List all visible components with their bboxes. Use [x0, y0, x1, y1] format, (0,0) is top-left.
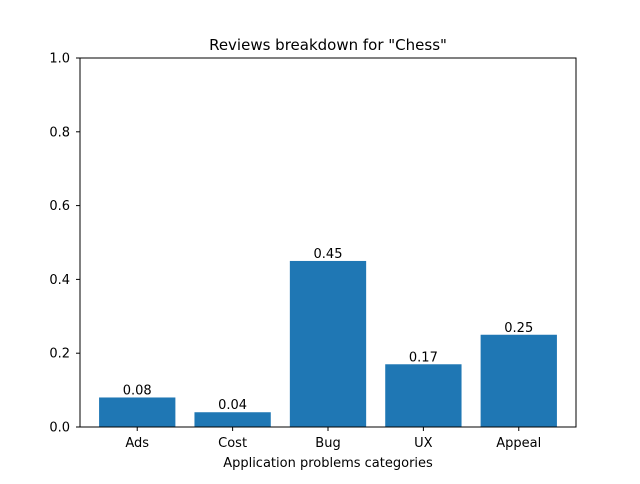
data-label-cost: 0.04	[218, 398, 247, 413]
bar-cost	[194, 412, 271, 427]
x-tick-label-ux: UX	[414, 436, 433, 451]
y-axis: 0.0 0.2 0.4 0.6 0.8 1.0	[49, 52, 80, 436]
bar-appeal	[480, 334, 557, 427]
data-label-ads: 0.08	[123, 383, 152, 398]
x-tick-label-bug: Bug	[315, 436, 340, 451]
x-tick-label-cost: Cost	[218, 436, 247, 451]
bar-bug	[289, 260, 367, 427]
chart-title: Reviews breakdown for "Chess"	[209, 36, 447, 54]
data-labels-layer: 0.08 0.04 0.45 0.17 0.25	[123, 247, 533, 413]
x-tick-label-appeal: Appeal	[496, 436, 541, 451]
x-axis: Ads Cost Bug UX Appeal	[125, 427, 541, 451]
plot-frame	[79, 57, 577, 428]
bars-layer	[99, 260, 557, 427]
y-tick-label: 0.4	[49, 273, 70, 288]
y-tick-label: 1.0	[49, 52, 70, 67]
data-label-appeal: 0.25	[504, 321, 533, 336]
y-tick-label: 0.6	[49, 199, 70, 214]
x-axis-label: Application problems categories	[223, 456, 433, 471]
x-tick-label-ads: Ads	[125, 436, 149, 451]
y-tick-label: 0.2	[49, 347, 70, 362]
bar-ads	[99, 397, 176, 427]
y-tick-label: 0.0	[49, 421, 70, 436]
data-label-ux: 0.17	[409, 350, 438, 365]
data-label-bug: 0.45	[314, 247, 343, 262]
y-tick-label: 0.8	[49, 125, 70, 140]
bar-ux	[385, 364, 462, 427]
